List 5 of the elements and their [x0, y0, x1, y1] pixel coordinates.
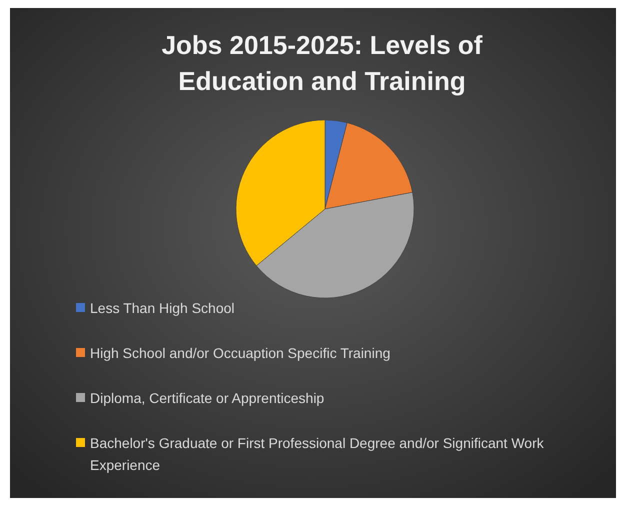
legend-label: Less Than High School [90, 300, 234, 316]
legend-label: High School and/or Occuaption Specific Training [90, 345, 390, 361]
chart-title: Jobs 2015-2025: Levels of Education and Training [162, 30, 483, 96]
legend-label: Diploma, Certificate or Apprenticeship [90, 390, 324, 406]
legend-label: Bachelor's Graduate or First Professional Degree and/or Significant Work Experience [90, 435, 545, 473]
